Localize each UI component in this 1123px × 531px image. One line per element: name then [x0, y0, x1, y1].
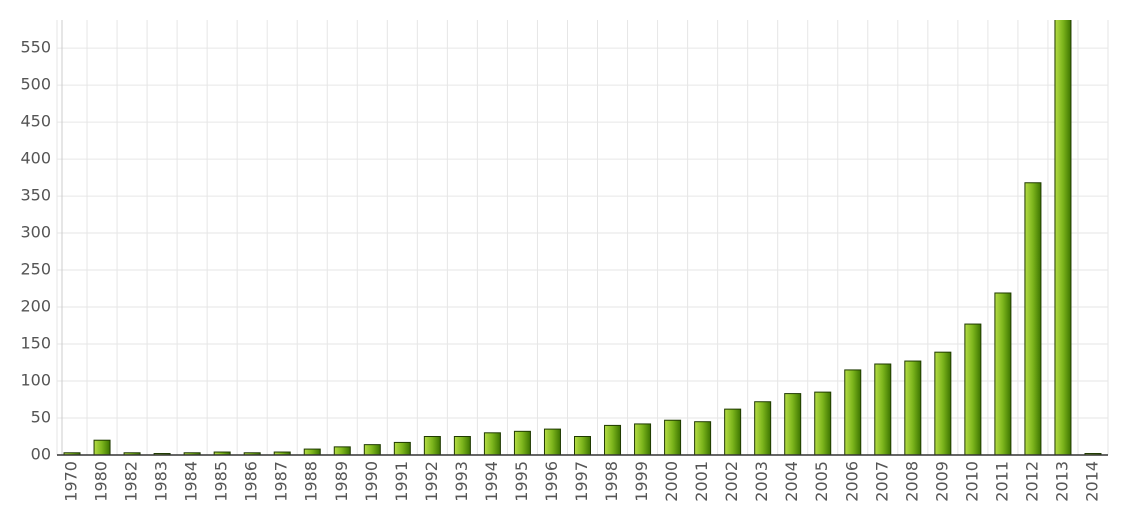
x-tick-label: 2007: [872, 461, 891, 502]
bar: [604, 424, 622, 456]
y-tick-label: 350: [20, 186, 51, 205]
x-tick-label: 2005: [812, 461, 831, 502]
labels: 00 50 100 150 200 250 300 350 400 450 500 550 1970 19…: [20, 38, 1108, 502]
grid: [56, 20, 1109, 456]
x-tick-label: 2010: [962, 461, 981, 502]
y-tick-label: 300: [20, 223, 51, 242]
x-tick-label: 1998: [602, 461, 621, 502]
bar: [664, 419, 682, 456]
x-tick-label: 2000: [662, 461, 681, 502]
x-tick-label: 1997: [572, 461, 591, 502]
y-tick-label: 550: [20, 38, 51, 57]
x-tick-label: 1993: [452, 461, 471, 502]
x-tick-label: 2008: [902, 461, 921, 502]
x-tick-label: 2003: [752, 461, 771, 502]
x-tick-label: 1980: [92, 461, 111, 502]
bar: [303, 448, 321, 456]
x-tick-label: 2009: [932, 461, 951, 502]
bar: [93, 439, 111, 456]
x-tick-label: 1995: [512, 461, 531, 502]
bar: [874, 363, 892, 456]
bar: [994, 292, 1012, 456]
x-tick-label: 1987: [272, 461, 291, 502]
x-tick-label: 1970: [62, 461, 81, 502]
y-tick-label: 00: [31, 445, 51, 464]
x-tick-label: 2014: [1082, 461, 1101, 502]
x-tick-label: 1982: [122, 461, 141, 502]
bar: [1054, 20, 1072, 456]
x-tick-label: 2004: [782, 461, 801, 502]
bar: [423, 436, 441, 456]
bar: [754, 401, 772, 456]
bar: [513, 430, 531, 456]
x-tick-label: 1996: [542, 461, 561, 502]
bar: [453, 436, 471, 456]
bar: [694, 421, 712, 456]
y-tick-label: 200: [20, 297, 51, 316]
bar: [363, 444, 381, 456]
y-tick-label: 450: [20, 112, 51, 131]
bar: [1024, 182, 1042, 456]
x-tick-label: 1985: [212, 461, 231, 502]
bar: [844, 369, 862, 456]
bar: [574, 436, 591, 456]
x-tick-label: 1991: [392, 461, 411, 502]
bar: [784, 393, 802, 456]
bar: [393, 441, 411, 456]
x-tick-label: 1990: [362, 461, 381, 502]
y-tick-label: 400: [20, 149, 51, 168]
x-tick-label: 1992: [422, 461, 441, 502]
y-tick-label: 100: [20, 371, 51, 390]
x-tick-label: 2013: [1052, 461, 1071, 502]
x-tick-label: 1989: [332, 461, 351, 502]
bar: [543, 428, 561, 456]
bar: [814, 391, 832, 456]
x-tick-label: 2001: [692, 461, 711, 502]
bar: [934, 351, 952, 456]
x-tick-label: 2011: [992, 461, 1011, 502]
x-tick-label: 2012: [1022, 461, 1041, 502]
y-tick-label: 250: [20, 260, 51, 279]
bar: [964, 323, 982, 456]
bar: [483, 432, 501, 456]
x-tick-label: 1999: [632, 461, 651, 502]
bar: [333, 446, 351, 456]
y-tick-label: 150: [20, 334, 51, 353]
y-tick-label: 50: [31, 408, 51, 427]
x-tick-label: 1983: [152, 461, 171, 502]
x-tick-label: 2006: [842, 461, 861, 502]
bar: [634, 423, 652, 456]
y-tick-label: 500: [20, 75, 51, 94]
x-tick-label: 1988: [302, 461, 321, 502]
bar: [724, 408, 742, 456]
x-tick-label: 2002: [722, 461, 741, 502]
x-tick-label: 1994: [482, 461, 501, 502]
x-tick-label: 1986: [242, 461, 261, 502]
x-tick-label: 1984: [182, 461, 201, 502]
bar: [904, 360, 922, 456]
